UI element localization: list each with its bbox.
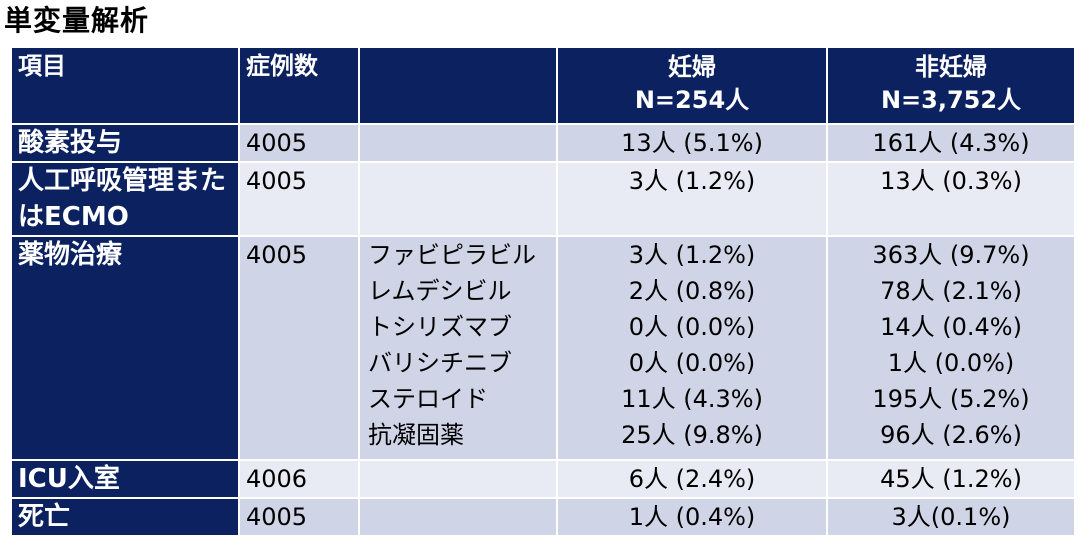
header-drug [358,46,558,125]
table-row: 酸素投与 4005 13人 (5.1%) 161人 (4.3%) [10,123,1076,163]
nonpregnant-value: 1人 (0.0%) [887,349,1015,377]
row-pregnant: 13人 (5.1%) [556,123,828,163]
row-cases: 4005 [238,161,360,237]
header-pregnant-n: N=254人 [634,86,750,114]
header-nonpregnant: 非妊婦 N=3,752人 [826,46,1076,125]
row-pregnant: 1人 (0.4%) [556,497,828,537]
nonpregnant-value: 195人 (5.2%) [872,385,1030,413]
pregnant-value: 3人 (1.2%) [628,241,756,269]
drug-name: 抗凝固薬 [368,421,464,449]
header-pregnant: 妊婦 N=254人 [556,46,828,125]
row-nonpregnant: 13人 (0.3%) [826,161,1076,237]
row-nonpregnant: 3人(0.1%) [826,497,1076,537]
nonpregnant-value: 363人 (9.7%) [872,241,1030,269]
row-drug [358,161,558,237]
row-pregnant-list: 3人 (1.2%) 2人 (0.8%) 0人 (0.0%) 0人 (0.0%) … [556,235,828,461]
drug-name: ステロイド [368,385,488,413]
table-row: 人工呼吸管理またはECMO 4005 3人 (1.2%) 13人 (0.3%) [10,161,1076,237]
row-cases: 4005 [238,235,360,461]
row-nonpregnant-list: 363人 (9.7%) 78人 (2.1%) 14人 (0.4%) 1人 (0.… [826,235,1076,461]
table-row: ICU入室 4006 6人 (2.4%) 45人 (1.2%) [10,459,1076,499]
pregnant-value: 0人 (0.0%) [628,349,756,377]
row-pregnant: 6人 (2.4%) [556,459,828,499]
row-nonpregnant: 161人 (4.3%) [826,123,1076,163]
row-item: 人工呼吸管理またはECMO [10,161,240,237]
pregnant-value: 11人 (4.3%) [621,385,763,413]
row-cases: 4006 [238,459,360,499]
row-cases: 4005 [238,123,360,163]
drug-name: トシリズマブ [368,313,512,341]
univariate-analysis-table: 項目 症例数 妊婦 N=254人 非妊婦 N=3,752人 酸素投与 4005 … [10,46,1076,537]
nonpregnant-value: 14人 (0.4%) [880,313,1022,341]
row-item: ICU入室 [10,459,240,499]
table-row: 死亡 4005 1人 (0.4%) 3人(0.1%) [10,497,1076,537]
row-drug [358,123,558,163]
page-title: 単変量解析 [4,4,150,37]
header-item: 項目 [10,46,240,125]
row-drug-list: ファビピラビル レムデシビル トシリズマブ バリシチニブ ステロイド 抗凝固薬 [358,235,558,461]
header-cases: 症例数 [238,46,360,125]
row-item: 死亡 [10,497,240,537]
nonpregnant-value: 96人 (2.6%) [880,421,1022,449]
table-row: 薬物治療 4005 ファビピラビル レムデシビル トシリズマブ バリシチニブ ス… [10,235,1076,461]
row-item: 薬物治療 [10,235,240,461]
nonpregnant-value: 78人 (2.1%) [880,277,1022,305]
drug-name: バリシチニブ [368,349,512,377]
pregnant-value: 0人 (0.0%) [628,313,756,341]
drug-name: ファビピラビル [368,241,536,269]
table-header-row: 項目 症例数 妊婦 N=254人 非妊婦 N=3,752人 [10,46,1076,125]
row-item: 酸素投与 [10,123,240,163]
drug-name: レムデシビル [368,277,512,305]
row-drug [358,459,558,499]
row-cases: 4005 [238,497,360,537]
header-pregnant-label: 妊婦 [668,53,716,81]
row-pregnant: 3人 (1.2%) [556,161,828,237]
pregnant-value: 2人 (0.8%) [628,277,756,305]
header-nonpregnant-label: 非妊婦 [915,53,987,81]
pregnant-value: 25人 (9.8%) [621,421,763,449]
row-drug [358,497,558,537]
header-nonpregnant-n: N=3,752人 [880,86,1022,114]
row-nonpregnant: 45人 (1.2%) [826,459,1076,499]
